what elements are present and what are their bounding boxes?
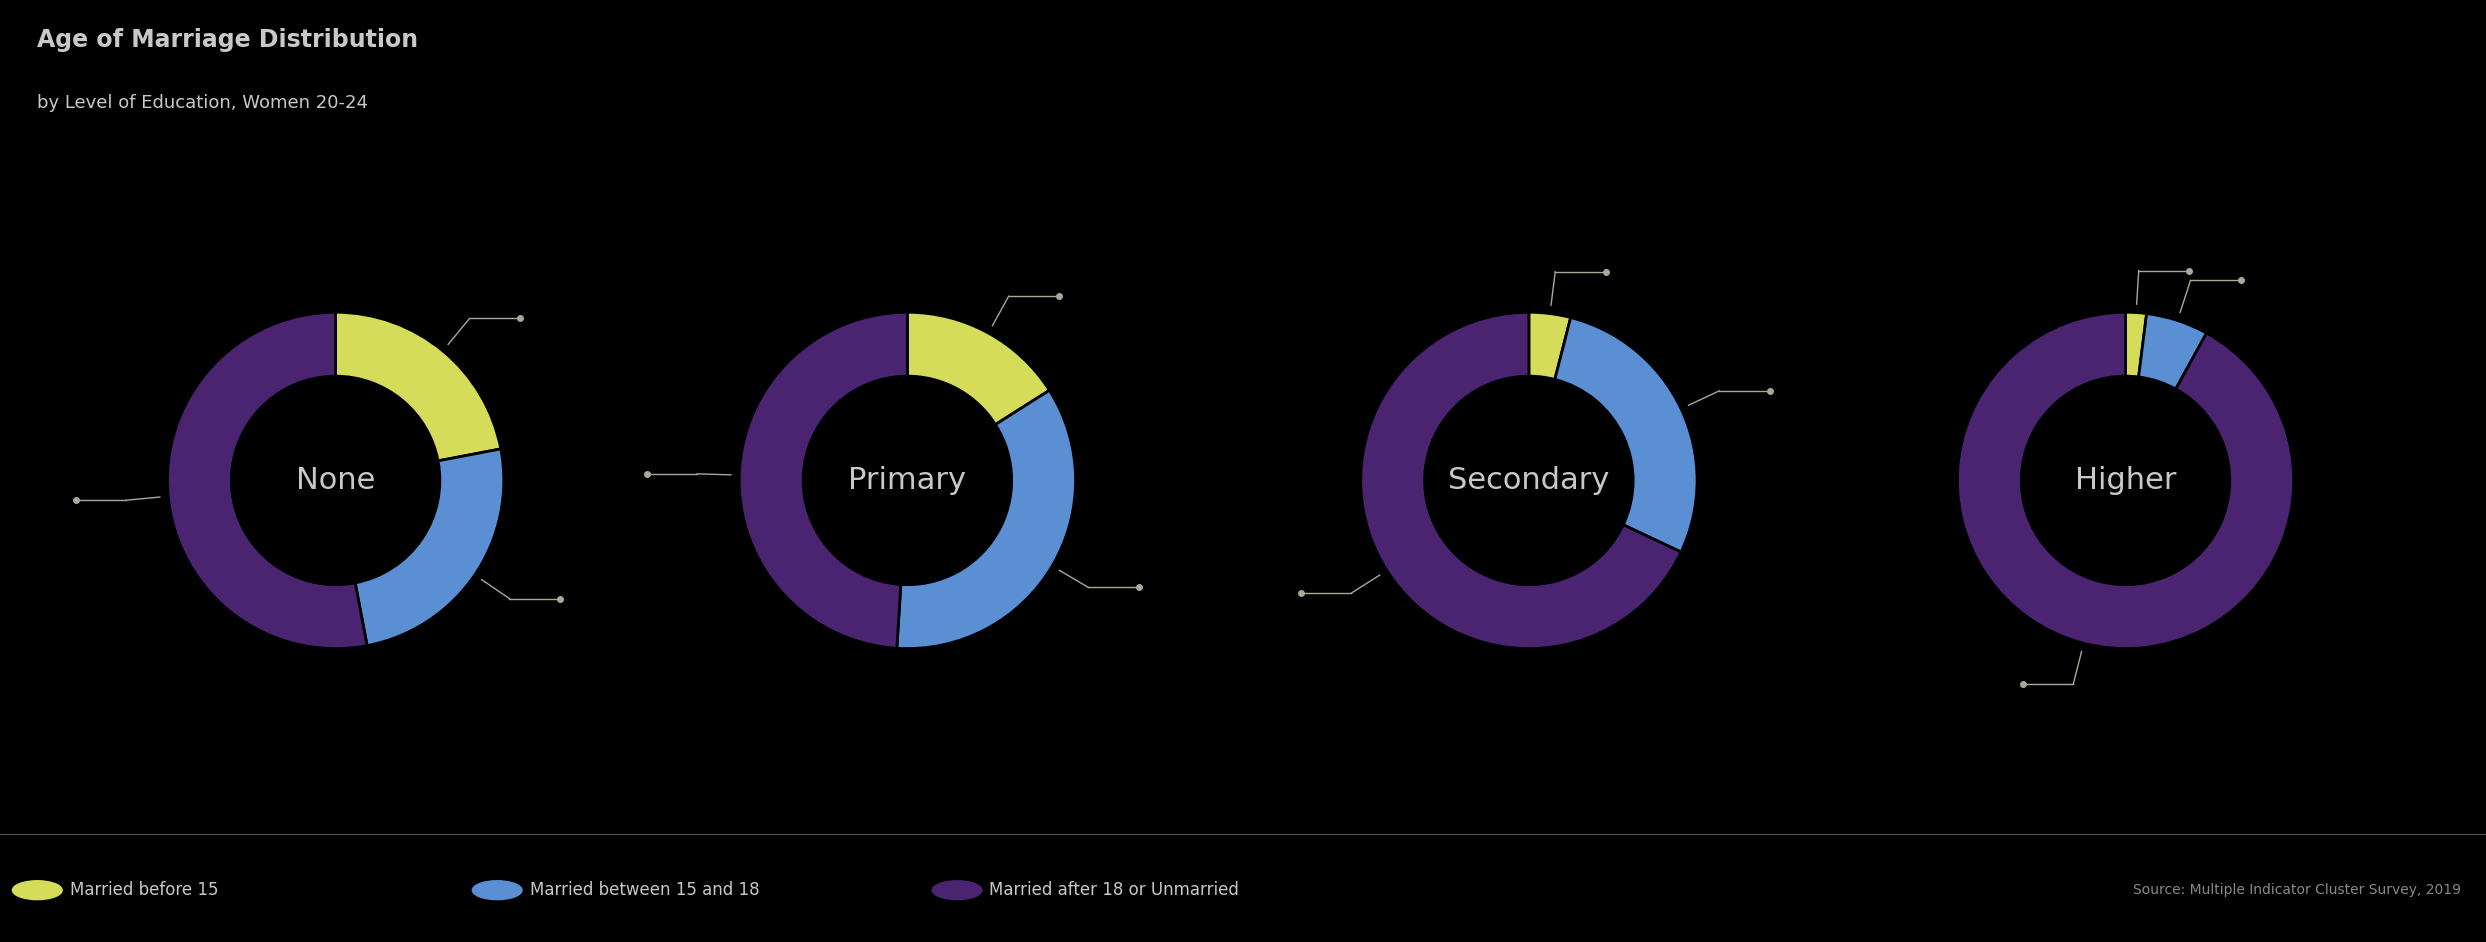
Wedge shape [167, 312, 368, 649]
Wedge shape [1360, 312, 1681, 649]
Text: Married before 15: Married before 15 [70, 881, 219, 900]
Wedge shape [907, 312, 1049, 425]
Wedge shape [2138, 314, 2208, 389]
Wedge shape [1529, 312, 1571, 380]
Wedge shape [738, 312, 907, 648]
Wedge shape [2126, 312, 2145, 377]
Text: by Level of Education, Women 20-24: by Level of Education, Women 20-24 [37, 94, 368, 112]
Text: Secondary: Secondary [1449, 466, 1608, 495]
Text: Married after 18 or Unmarried: Married after 18 or Unmarried [989, 881, 1241, 900]
Wedge shape [897, 390, 1076, 649]
Text: Higher: Higher [2076, 466, 2175, 495]
Text: Married between 15 and 18: Married between 15 and 18 [530, 881, 758, 900]
Text: Primary: Primary [848, 466, 967, 495]
Wedge shape [355, 449, 505, 645]
Text: Source: Multiple Indicator Cluster Survey, 2019: Source: Multiple Indicator Cluster Surve… [2133, 884, 2461, 897]
Wedge shape [1554, 317, 1698, 552]
Text: None: None [296, 466, 375, 495]
Wedge shape [1956, 312, 2295, 649]
Text: Age of Marriage Distribution: Age of Marriage Distribution [37, 28, 418, 52]
Wedge shape [336, 312, 500, 461]
